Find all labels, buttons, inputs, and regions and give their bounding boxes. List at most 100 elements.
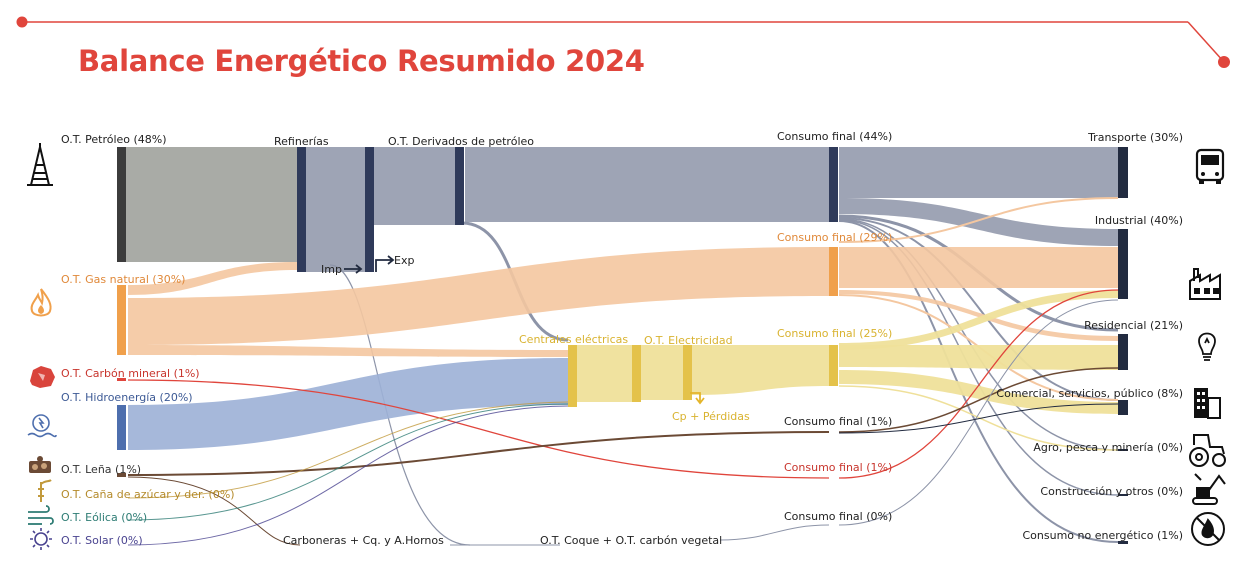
flow-gas-consumo: [128, 247, 829, 345]
flow-petroleo-comercial: [838, 217, 1119, 401]
flow-derivados-consumo: [465, 147, 829, 222]
bus-icon: [1195, 148, 1225, 184]
office-building-icon: [1194, 388, 1221, 419]
node-petroleo: [117, 147, 126, 262]
label-src-solar: O.T. Solar (0%): [61, 534, 143, 547]
label-src-eolica: O.T. Eólica (0%): [61, 511, 147, 524]
label-perdidas: Cp + Pérdidas: [672, 410, 750, 423]
flow-refinerias-internal: [306, 147, 365, 272]
label-src-gas: O.T. Gas natural (30%): [61, 273, 185, 286]
tractor-icon: [1189, 434, 1226, 467]
header-decoration: [16, 16, 1230, 68]
label-consumo-carbon: Consumo final (1%): [784, 461, 892, 474]
node-carbon: [117, 378, 126, 381]
label-src-carbon: O.T. Carbón mineral (1%): [61, 367, 200, 380]
flow-electricidad-internal: [640, 345, 683, 400]
label-consumo-coque: Consumo final (0%): [784, 510, 892, 523]
flow-elec-comercial: [839, 370, 1118, 414]
flow-carbon-consumo: [127, 379, 830, 479]
flow-hidro-centrales: [128, 358, 568, 450]
flow-carbon-industrial: [838, 289, 1119, 479]
label-carboneras: Carboneras + Cq. y A.Hornos: [283, 534, 444, 547]
firewood-icon: [29, 456, 51, 473]
node-comercial: [1118, 400, 1128, 415]
excavator-icon: [1192, 473, 1226, 505]
flow-coque-consumo: [719, 524, 830, 541]
wind-icon: [28, 505, 54, 525]
perdidas-arrow-icon: [690, 392, 705, 405]
hydro-plant-icon: [27, 414, 57, 438]
label-refinerias: Refinerías: [274, 135, 329, 148]
lightbulb-icon: [1198, 332, 1216, 361]
node-industrial: [1118, 229, 1128, 299]
label-consumo-electricidad: Consumo final (25%): [777, 327, 892, 340]
imp-arrow-icon: [344, 264, 363, 274]
label-sector-industrial: Industrial (40%): [1095, 214, 1183, 227]
label-sector-comercial: Comercial, servicios, público (8%): [996, 387, 1183, 400]
flows: [126, 147, 1119, 546]
flow-solar: [127, 405, 569, 546]
node-agro: [1118, 449, 1128, 451]
flow-petroleo-refinerias: [126, 147, 298, 262]
node-electricidad-b: [683, 345, 692, 400]
flow-petroleo-industrial: [839, 198, 1118, 246]
node-refinerias: [297, 147, 306, 272]
coal-icon: [30, 366, 55, 388]
sugarcane-icon: [38, 479, 52, 502]
node-construccion: [1118, 494, 1128, 496]
node-transporte: [1118, 147, 1128, 198]
flow-eolica: [127, 403, 569, 521]
node-hidro: [117, 405, 126, 450]
node-residencial: [1118, 334, 1128, 370]
label-imp: Imp: [321, 263, 342, 276]
flow-elec-residencial: [839, 345, 1118, 370]
flow-petroleo-agro: [838, 218, 1119, 451]
label-consumo-lena: Consumo final (1%): [784, 415, 892, 428]
oil-derrick-icon: [27, 143, 53, 186]
flow-centrales-electricidad: [577, 345, 632, 402]
labels: O.T. Petróleo (48%) O.T. Gas natural (30…: [61, 130, 1183, 547]
node-derivados: [455, 147, 464, 225]
flow-lena-comercial: [838, 403, 1119, 434]
label-src-cana: O.T. Caña de azúcar y der. (0%): [61, 488, 235, 501]
label-sector-no-energetico: Consumo no energético (1%): [1023, 529, 1184, 542]
flow-elec-industrial: [839, 290, 1118, 350]
imp-exp-arrows: [344, 255, 705, 405]
label-sector-agro: Agro, pesca y minería (0%): [1033, 441, 1183, 454]
node-consumo-petroleo: [829, 147, 838, 222]
flow-gas-centrales: [128, 345, 568, 357]
page-title: Balance Energético Resumido 2024: [78, 44, 645, 78]
flow-gas-transporte: [838, 197, 1119, 243]
node-lena: [117, 473, 126, 477]
flow-lena-residencial: [838, 367, 1119, 433]
flow-petroleo-transporte: [839, 147, 1118, 198]
flow-cana: [127, 401, 569, 499]
flame-icon: [30, 288, 52, 317]
label-sector-transporte: Transporte (30%): [1087, 131, 1183, 144]
label-centrales: Centrales eléctricas: [519, 333, 628, 346]
label-src-lena: O.T. Leña (1%): [61, 463, 141, 476]
label-src-hidro: O.T. Hidroenergía (20%): [61, 391, 193, 404]
flow-lena-carboneras: [127, 476, 301, 546]
node-refinerias-out: [365, 147, 374, 272]
label-electricidad: O.T. Electricidad: [644, 334, 733, 347]
label-src-petroleo: O.T. Petróleo (48%): [61, 133, 167, 146]
flow-coque-industrial: [838, 299, 1119, 526]
flow-electricidad-consumo: [691, 345, 829, 395]
label-sector-construccion: Construcción y otros (0%): [1040, 485, 1183, 498]
exp-arrow-icon: [375, 255, 395, 272]
flow-derivados: [373, 147, 455, 225]
node-consumo-gas: [829, 247, 838, 296]
node-no-energetico: [1118, 541, 1128, 544]
flow-gas-refinerias: [128, 262, 298, 295]
label-coque: O.T. Coque + O.T. carbón vegetal: [540, 534, 722, 547]
label-consumo-gas: Consumo final (29%): [777, 231, 892, 244]
node-centrales: [568, 345, 577, 407]
nodes: [117, 147, 1128, 544]
label-exp: Exp: [394, 254, 414, 267]
flow-gas-industrial: [839, 247, 1118, 288]
sun-icon: [30, 528, 52, 550]
prohibited-flame-icon: [1191, 512, 1225, 546]
